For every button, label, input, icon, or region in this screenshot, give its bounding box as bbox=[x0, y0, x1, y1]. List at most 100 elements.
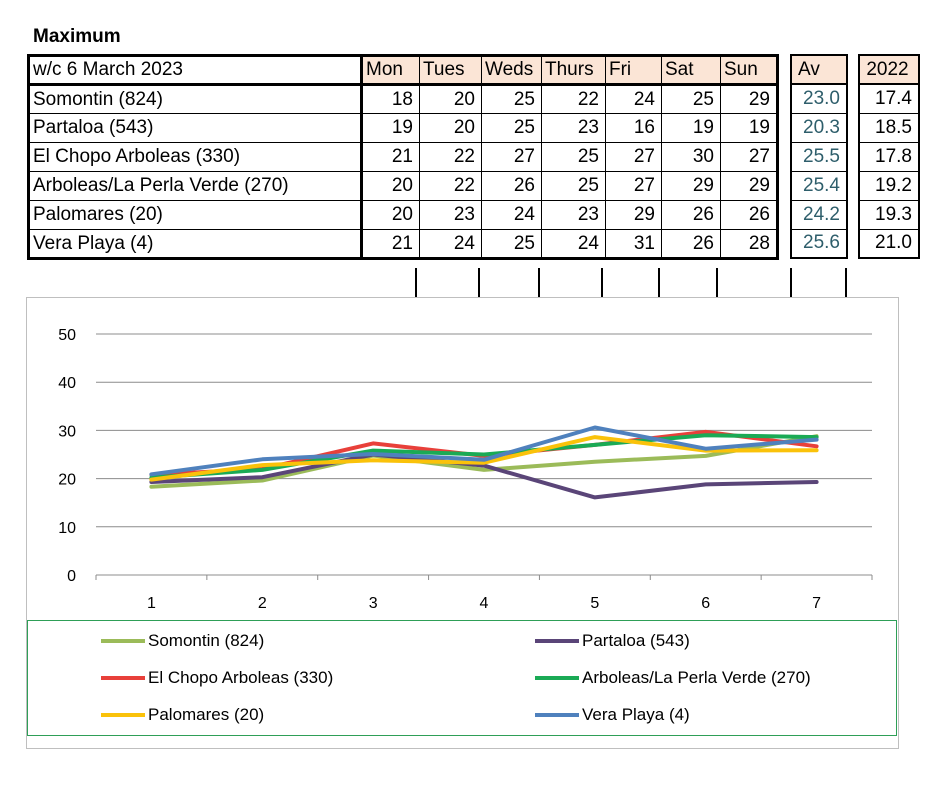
day-value: 27 bbox=[605, 142, 662, 172]
column-divider bbox=[845, 268, 847, 298]
max-temperature-table: w/c 6 March 2023 Mon Tues Weds Thurs Fri… bbox=[27, 54, 779, 260]
day-value: 25 bbox=[661, 84, 721, 114]
day-value: 31 bbox=[605, 229, 662, 259]
y-tick-label: 0 bbox=[67, 568, 76, 585]
prev-year-value: 21.0 bbox=[859, 229, 919, 259]
table-row: Vera Playa (4) 21 24 25 24 31 26 28 bbox=[28, 229, 778, 259]
day-value: 25 bbox=[541, 142, 606, 172]
day-value: 30 bbox=[661, 142, 721, 172]
day-header-mon: Mon bbox=[361, 55, 420, 86]
legend-item: El Chopo Arboleas (330) bbox=[101, 668, 333, 688]
day-value: 20 bbox=[419, 113, 482, 143]
prev-year-value: 17.8 bbox=[859, 142, 919, 172]
day-value: 29 bbox=[720, 84, 778, 114]
prev-year-value: 19.3 bbox=[859, 200, 919, 230]
x-tick-label: 5 bbox=[590, 595, 599, 612]
day-value: 27 bbox=[605, 171, 662, 201]
day-value: 28 bbox=[720, 229, 778, 259]
day-value: 25 bbox=[541, 171, 606, 201]
column-divider bbox=[415, 268, 417, 298]
day-value: 26 bbox=[661, 229, 721, 259]
day-header-weds: Weds bbox=[481, 55, 542, 86]
previous-year-table: 2022 17.4 18.5 17.8 19.2 19.3 21.0 bbox=[858, 54, 920, 259]
column-divider bbox=[601, 268, 603, 298]
day-value: 18 bbox=[361, 84, 420, 114]
day-value: 19 bbox=[361, 113, 420, 143]
day-value: 24 bbox=[419, 229, 482, 259]
legend-swatch bbox=[101, 676, 145, 680]
location-name: Arboleas/La Perla Verde (270) bbox=[28, 171, 363, 201]
av-value: 23.0 bbox=[791, 84, 847, 114]
day-value: 22 bbox=[419, 142, 482, 172]
day-header-sat: Sat bbox=[661, 55, 721, 86]
day-value: 27 bbox=[481, 142, 542, 172]
y-tick-label: 30 bbox=[58, 423, 76, 440]
day-value: 24 bbox=[481, 200, 542, 230]
x-tick-label: 1 bbox=[147, 595, 156, 612]
legend-item: Arboleas/La Perla Verde (270) bbox=[535, 668, 811, 688]
day-value: 21 bbox=[361, 229, 420, 259]
av-value: 24.2 bbox=[791, 200, 847, 230]
column-divider bbox=[790, 268, 792, 298]
day-value: 16 bbox=[605, 113, 662, 143]
legend-swatch bbox=[101, 639, 145, 643]
day-value: 21 bbox=[361, 142, 420, 172]
location-name: Somontin (824) bbox=[28, 84, 363, 114]
series-line bbox=[149, 434, 819, 489]
legend-item: Vera Playa (4) bbox=[535, 705, 690, 725]
legend-label: Arboleas/La Perla Verde (270) bbox=[582, 668, 811, 687]
av-value: 20.3 bbox=[791, 113, 847, 143]
day-value: 25 bbox=[481, 229, 542, 259]
legend-item: Somontin (824) bbox=[101, 631, 264, 651]
day-header-thurs: Thurs bbox=[541, 55, 606, 86]
day-value: 24 bbox=[541, 229, 606, 259]
legend-item: Palomares (20) bbox=[101, 705, 264, 725]
legend-label: Palomares (20) bbox=[148, 705, 265, 724]
column-divider bbox=[658, 268, 660, 298]
x-tick-label: 7 bbox=[812, 595, 821, 612]
x-tick-label: 2 bbox=[258, 595, 267, 612]
day-value: 23 bbox=[419, 200, 482, 230]
chart-legend: Somontin (824) Partaloa (543) El Chopo A… bbox=[27, 620, 897, 736]
line-chart: 0 10 20 30 40 50 1 2 3 4 5 6 7 bbox=[58, 327, 873, 612]
x-tick-label: 4 bbox=[480, 595, 489, 612]
y-tick-label: 10 bbox=[58, 520, 76, 537]
location-name: El Chopo Arboleas (330) bbox=[28, 142, 363, 172]
legend-label: Partaloa (543) bbox=[582, 631, 690, 650]
day-value: 23 bbox=[541, 113, 606, 143]
y-tick-label: 50 bbox=[58, 327, 76, 344]
day-value: 29 bbox=[661, 171, 721, 201]
day-value: 26 bbox=[661, 200, 721, 230]
column-divider bbox=[478, 268, 480, 298]
legend-swatch bbox=[535, 713, 579, 717]
day-value: 19 bbox=[720, 113, 778, 143]
table-title: Maximum bbox=[33, 26, 121, 47]
legend-label: El Chopo Arboleas (330) bbox=[148, 668, 334, 687]
x-tick-label: 6 bbox=[701, 595, 710, 612]
av-value: 25.6 bbox=[791, 229, 847, 259]
prev-year-header: 2022 bbox=[859, 55, 919, 85]
legend-swatch bbox=[535, 639, 579, 643]
day-value: 20 bbox=[361, 200, 420, 230]
day-value: 23 bbox=[541, 200, 606, 230]
day-value: 19 bbox=[661, 113, 721, 143]
prev-year-value: 17.4 bbox=[859, 84, 919, 114]
day-value: 20 bbox=[419, 84, 482, 114]
y-tick-label: 20 bbox=[58, 472, 76, 489]
series-line bbox=[149, 433, 819, 480]
chart-frame bbox=[26, 297, 899, 749]
av-value: 25.5 bbox=[791, 142, 847, 172]
day-value: 26 bbox=[481, 171, 542, 201]
table-row: El Chopo Arboleas (330) 21 22 27 25 27 3… bbox=[28, 142, 778, 172]
day-value: 26 bbox=[720, 200, 778, 230]
average-table: Av 23.0 20.3 25.5 25.4 24.2 25.6 bbox=[790, 54, 848, 259]
table-row: Palomares (20) 20 23 24 23 29 26 26 bbox=[28, 200, 778, 230]
legend-label: Vera Playa (4) bbox=[582, 705, 690, 724]
prev-year-value: 19.2 bbox=[859, 171, 919, 201]
day-value: 22 bbox=[541, 84, 606, 114]
location-name: Vera Playa (4) bbox=[28, 229, 363, 259]
day-value: 29 bbox=[720, 171, 778, 201]
table-row: Somontin (824) 18 20 25 22 24 25 29 bbox=[28, 84, 778, 114]
location-name: Palomares (20) bbox=[28, 200, 363, 230]
legend-swatch bbox=[101, 713, 145, 717]
